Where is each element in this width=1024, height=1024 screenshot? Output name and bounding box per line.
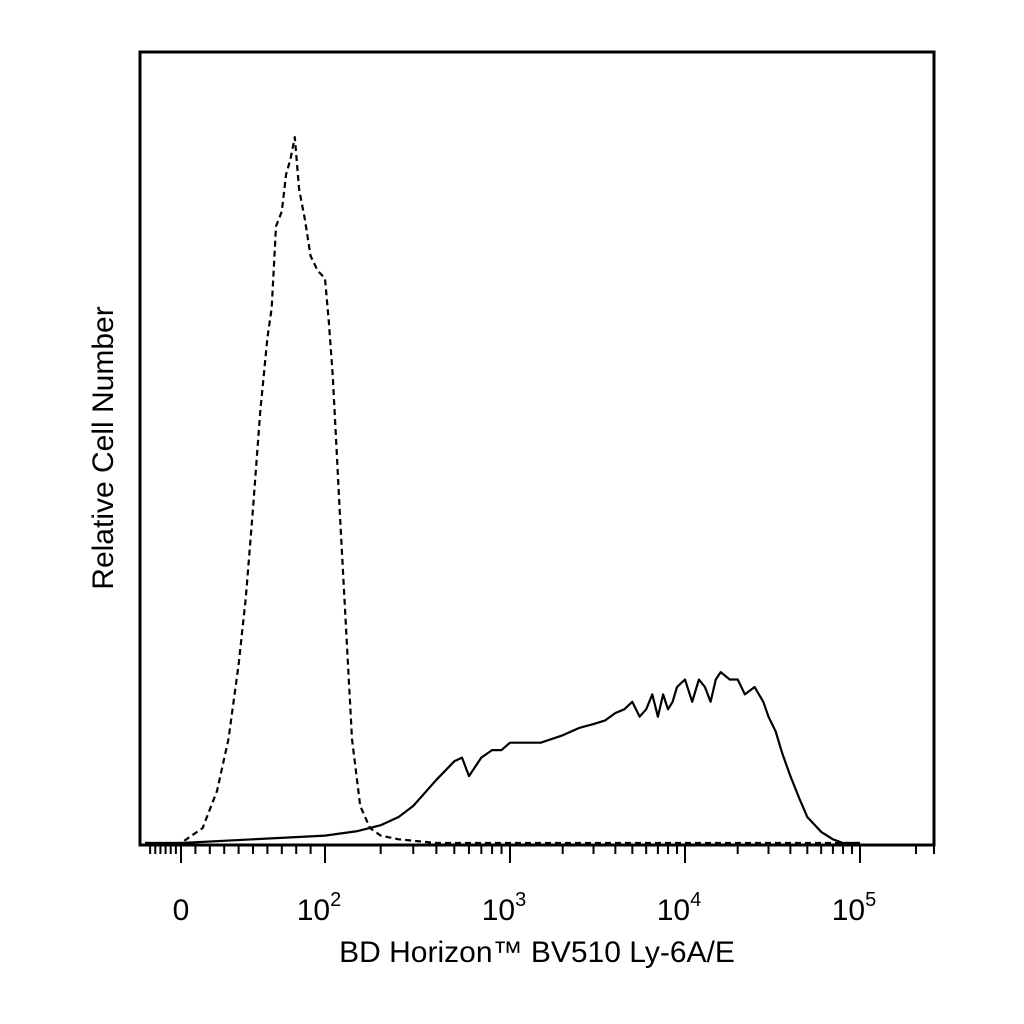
- x-tick-label: 0: [173, 894, 190, 927]
- y-axis-label: Relative Cell Number: [87, 306, 120, 589]
- x-tick-labels: 0 102 103 104 105: [173, 889, 877, 927]
- x-axis-label: BD Horizon™ BV510 Ly-6A/E: [339, 936, 735, 969]
- series-line-dashed: [145, 136, 860, 845]
- x-tick-label: 104: [657, 889, 702, 927]
- x-tick-label: 102: [297, 889, 342, 927]
- x-tick-label: 105: [832, 889, 877, 927]
- x-axis-ticks: [149, 845, 935, 863]
- plot-frame: [138, 50, 936, 847]
- x-tick-label: 103: [482, 889, 527, 927]
- series-line-solid: [145, 670, 860, 845]
- series-layer: [145, 136, 860, 845]
